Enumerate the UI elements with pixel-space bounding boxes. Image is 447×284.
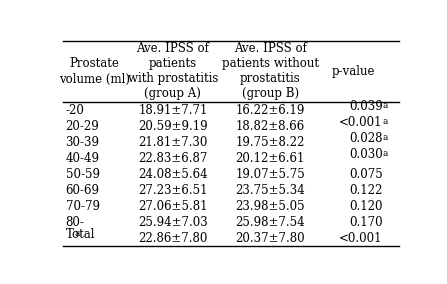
Text: 23.98±5.05: 23.98±5.05 xyxy=(236,200,305,213)
Text: a: a xyxy=(383,133,388,142)
Text: 21.81±7.30: 21.81±7.30 xyxy=(138,136,207,149)
Text: <0.001: <0.001 xyxy=(339,116,383,129)
Text: 25.98±7.54: 25.98±7.54 xyxy=(236,216,305,229)
Text: 30-39: 30-39 xyxy=(66,136,100,149)
Text: 20.59±9.19: 20.59±9.19 xyxy=(138,120,208,133)
Text: 0.122: 0.122 xyxy=(349,184,383,197)
Text: a: a xyxy=(383,117,388,126)
Text: Ave. IPSS of
patients
with prostatitis
(group A): Ave. IPSS of patients with prostatitis (… xyxy=(128,43,218,101)
Text: 19.07±5.75: 19.07±5.75 xyxy=(236,168,305,181)
Text: <0.001: <0.001 xyxy=(339,232,383,245)
Text: Total: Total xyxy=(66,228,95,241)
Text: 22.86±7.80: 22.86±7.80 xyxy=(138,232,207,245)
Text: 22.83±6.87: 22.83±6.87 xyxy=(138,152,207,165)
Text: 0.170: 0.170 xyxy=(349,216,383,229)
Text: -20: -20 xyxy=(66,104,84,117)
Text: 20.37±7.80: 20.37±7.80 xyxy=(236,232,305,245)
Text: 20.12±6.61: 20.12±6.61 xyxy=(236,152,305,165)
Text: 27.06±5.81: 27.06±5.81 xyxy=(138,200,207,213)
Text: a: a xyxy=(383,101,388,110)
Text: 27.23±6.51: 27.23±6.51 xyxy=(138,184,207,197)
Text: a: a xyxy=(74,229,80,238)
Text: 70-79: 70-79 xyxy=(66,200,100,213)
Text: 50-59: 50-59 xyxy=(66,168,100,181)
Text: 16.22±6.19: 16.22±6.19 xyxy=(236,104,305,117)
Text: Prostate
volume (ml): Prostate volume (ml) xyxy=(59,57,130,85)
Text: 23.75±5.34: 23.75±5.34 xyxy=(236,184,305,197)
Text: 80-: 80- xyxy=(66,216,84,229)
Text: 60-69: 60-69 xyxy=(66,184,100,197)
Text: 19.75±8.22: 19.75±8.22 xyxy=(236,136,305,149)
Text: 18.91±7.71: 18.91±7.71 xyxy=(138,104,207,117)
Text: 18.82±8.66: 18.82±8.66 xyxy=(236,120,305,133)
Text: 24.08±5.64: 24.08±5.64 xyxy=(138,168,208,181)
Text: a: a xyxy=(383,149,388,158)
Text: 0.120: 0.120 xyxy=(349,200,383,213)
Text: p-value: p-value xyxy=(332,65,375,78)
Text: 25.94±7.03: 25.94±7.03 xyxy=(138,216,208,229)
Text: 0.030: 0.030 xyxy=(349,148,383,161)
Text: 20-29: 20-29 xyxy=(66,120,99,133)
Text: 0.028: 0.028 xyxy=(349,132,383,145)
Text: 0.075: 0.075 xyxy=(349,168,383,181)
Text: Ave. IPSS of
patients without
prostatitis
(group B): Ave. IPSS of patients without prostatiti… xyxy=(222,43,319,101)
Text: 40-49: 40-49 xyxy=(66,152,100,165)
Text: 0.039: 0.039 xyxy=(349,100,383,113)
